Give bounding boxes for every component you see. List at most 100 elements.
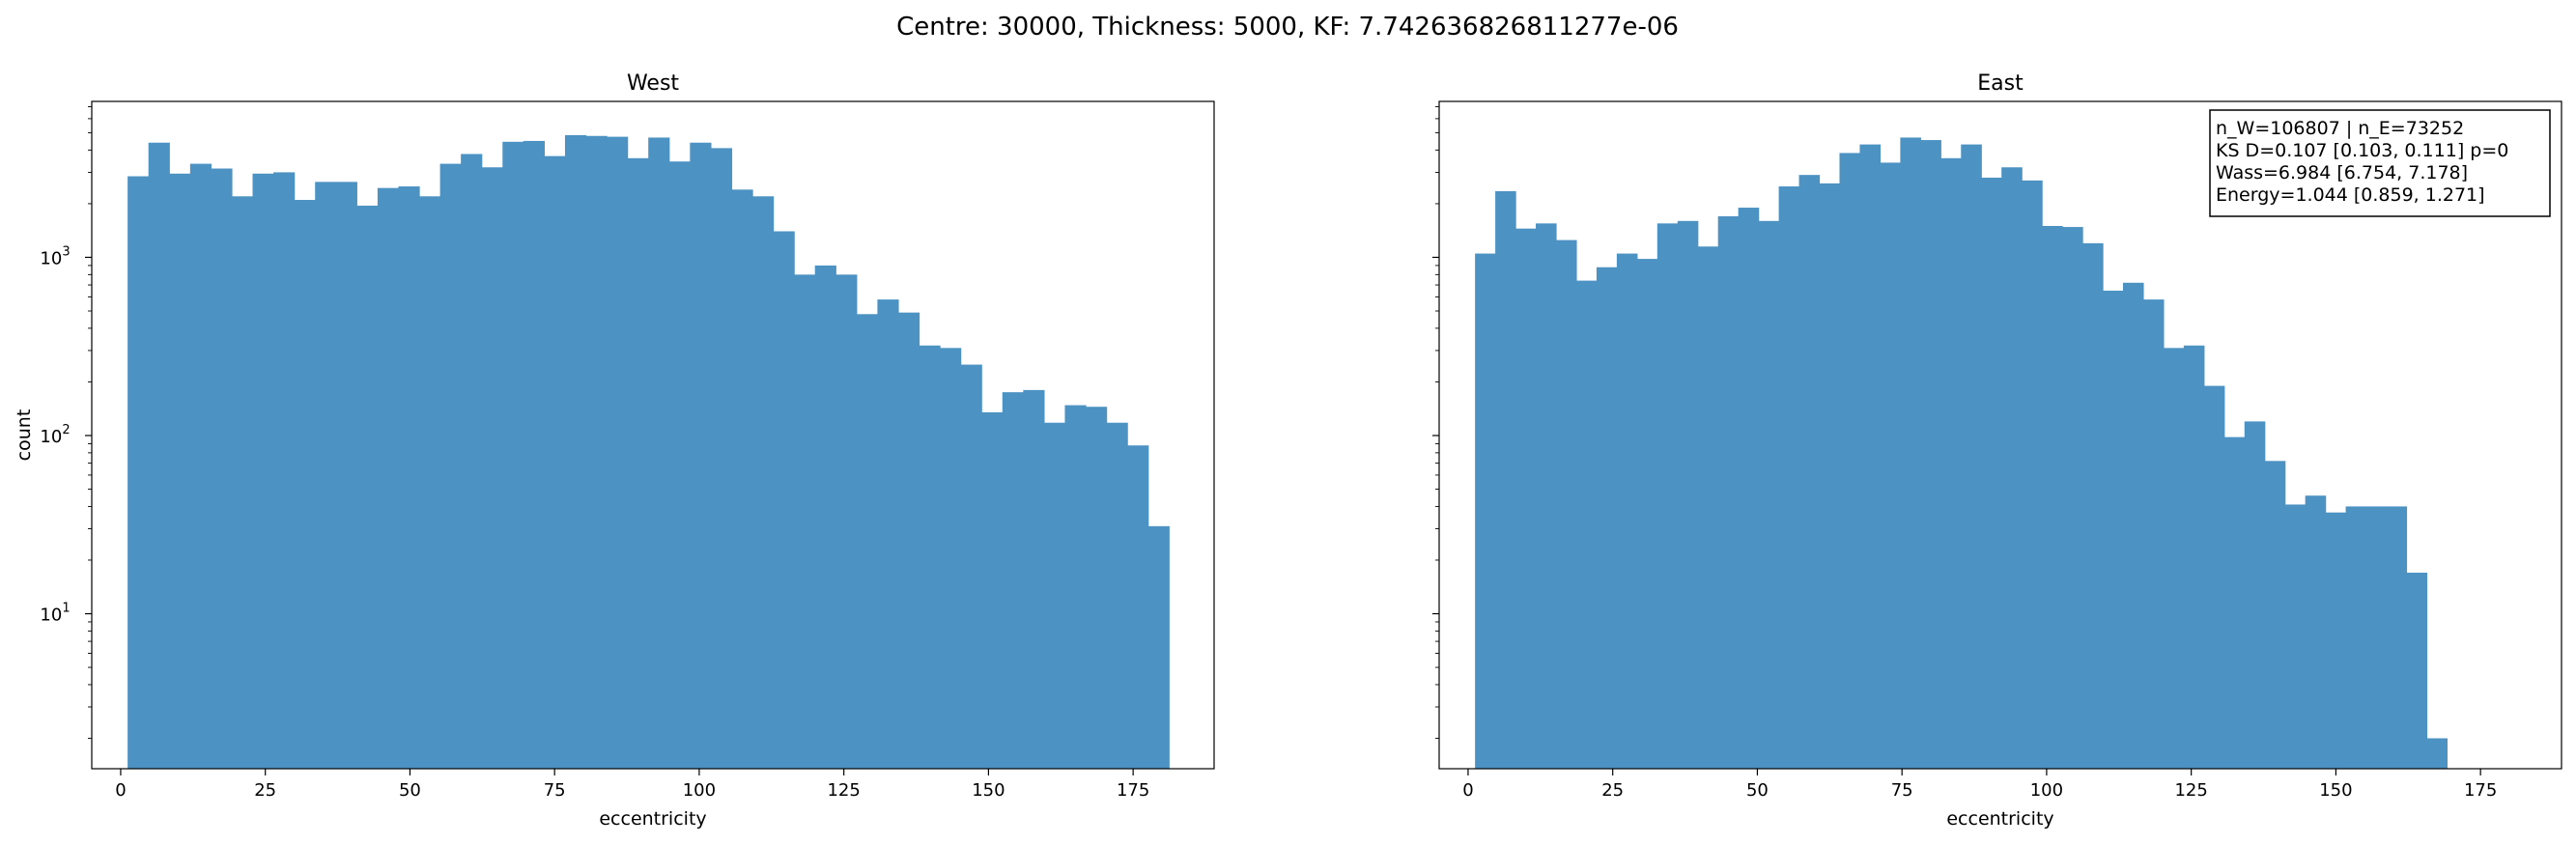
west-xtick-label: 175: [1117, 780, 1149, 801]
west-xtick-label: 75: [544, 780, 566, 801]
east-bar: [1920, 140, 1941, 769]
east-bar: [1555, 239, 1577, 769]
east-xtick-label: 175: [2464, 780, 2497, 801]
west-bar: [1023, 389, 1045, 769]
east-bar: [2203, 385, 2225, 769]
east-bar: [1616, 253, 1638, 770]
west-bar: [398, 186, 420, 770]
west-xtick-label: 0: [115, 780, 126, 801]
west-bar: [544, 155, 566, 769]
east-xtick-label: 125: [2174, 780, 2207, 801]
east-bar: [1475, 253, 1496, 770]
east-xtick-label: 75: [1891, 780, 1913, 801]
west-bar: [960, 364, 982, 769]
west-ytick-base: 10: [40, 606, 62, 626]
west-bar: [335, 182, 357, 770]
west-ylabel: count: [14, 409, 35, 462]
east-bar: [2103, 290, 2124, 769]
east-bar: [2142, 299, 2165, 769]
west-xtick-label: 100: [683, 780, 716, 801]
west-bar: [439, 163, 462, 770]
west-bar: [1002, 392, 1024, 769]
east-bar: [2163, 348, 2185, 769]
west-xlabel: eccentricity: [599, 808, 706, 830]
east-stats-line: n_W=106807 | n_E=73252: [2216, 118, 2464, 139]
west-bar: [1106, 422, 1128, 769]
west-bar: [461, 154, 483, 769]
east-bar: [1961, 144, 1982, 769]
east-bar: [2042, 225, 2063, 769]
east-stats-line: Wass=6.984 [6.754, 7.178]: [2216, 162, 2468, 183]
east-bar: [2082, 242, 2104, 769]
west-bar: [752, 196, 775, 770]
east-xtick-label: 25: [1601, 780, 1624, 801]
east-bar: [1515, 228, 1537, 769]
west-bar: [794, 274, 816, 769]
east-stats-box: [2209, 109, 2551, 217]
west-bar: [1064, 405, 1087, 769]
west-ytick-base: 10: [40, 248, 62, 268]
west-bar: [481, 167, 503, 769]
west-bar: [710, 148, 733, 769]
west-bar: [294, 200, 316, 769]
west-ytick-label: 101: [40, 602, 70, 626]
east-bar: [1778, 186, 1800, 770]
west-bar: [835, 274, 858, 769]
east-bar: [2223, 437, 2246, 769]
west-bar: [607, 136, 629, 770]
east-xlabel: eccentricity: [1946, 808, 2053, 830]
east-xtick-label: 50: [1746, 780, 1769, 801]
west-bar: [940, 348, 962, 769]
east-bar: [2264, 461, 2286, 769]
west-bar: [252, 173, 274, 769]
west-bar: [523, 140, 545, 769]
east-bar: [1596, 267, 1618, 769]
east-bar: [2386, 506, 2408, 769]
east-bar: [1636, 259, 1658, 769]
east-bar: [1758, 220, 1780, 770]
west-bar: [1147, 525, 1170, 769]
east-panel: 0 25 50 75 100 125 150 175 East eccentricity n_W=1…: [1432, 71, 2562, 830]
west-ytick-base: 10: [40, 427, 62, 447]
west-bar: [981, 411, 1004, 769]
east-xtick-label: 0: [1462, 780, 1473, 801]
east-bar: [2122, 282, 2144, 769]
west-title: West: [627, 71, 679, 96]
west-bar: [814, 265, 836, 769]
west-bar: [356, 205, 379, 769]
east-bar: [2325, 512, 2347, 769]
east-bar: [1656, 223, 1679, 770]
west-bar: [1127, 445, 1149, 769]
east-bar: [2062, 227, 2083, 769]
east-bar: [2022, 180, 2043, 769]
east-bar: [1677, 220, 1699, 770]
west-bar: [127, 176, 150, 769]
west-ytick-exponent: 1: [62, 602, 70, 616]
west-bar: [1043, 422, 1066, 769]
east-bar: [1536, 223, 1557, 770]
west-bar: [627, 157, 649, 769]
east-bar: [1981, 177, 2002, 769]
west-bar: [690, 142, 712, 769]
west-bar: [169, 173, 191, 769]
west-ytick-exponent: 3: [62, 244, 70, 259]
east-bar: [1819, 183, 1841, 769]
east-bar: [2244, 421, 2266, 769]
west-bar: [1086, 407, 1108, 769]
west-bar: [211, 168, 233, 770]
west-bar: [189, 163, 212, 770]
west-bar: [148, 142, 170, 769]
east-bar: [1940, 157, 1962, 769]
west-bar: [502, 141, 524, 770]
east-bar: [1697, 246, 1719, 770]
west-bar: [585, 135, 608, 769]
east-bar: [2406, 573, 2428, 769]
east-bar: [1859, 144, 1882, 769]
west-ytick-exponent: 2: [62, 423, 70, 437]
east-stats-line: KS D=0.107 [0.103, 0.111] p=0: [2216, 140, 2508, 161]
west-bar: [231, 196, 254, 770]
west-bar: [856, 314, 878, 769]
east-xtick-label: 100: [2030, 780, 2063, 801]
east-bar: [1839, 153, 1861, 770]
